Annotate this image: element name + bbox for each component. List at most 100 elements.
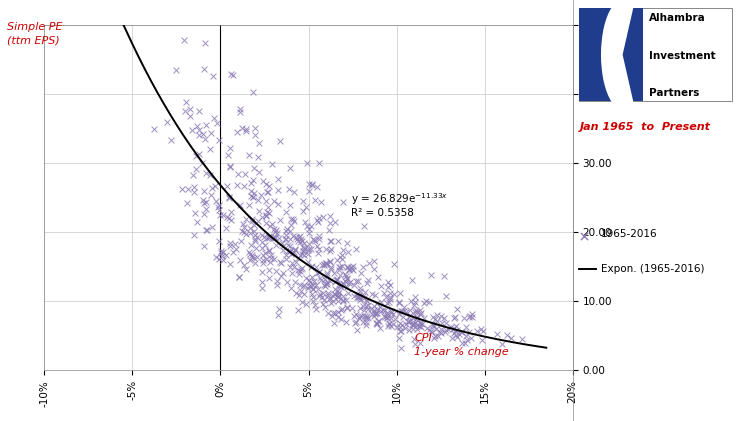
Point xyxy=(148,125,160,132)
Point xyxy=(161,118,173,125)
Point xyxy=(380,294,392,301)
Point xyxy=(288,188,300,195)
Point xyxy=(299,246,310,253)
Point xyxy=(381,312,393,319)
Point xyxy=(430,325,442,332)
Point xyxy=(359,288,371,295)
Point xyxy=(234,274,245,280)
Point xyxy=(354,312,366,319)
Point xyxy=(360,297,372,304)
Point xyxy=(307,298,319,305)
Point xyxy=(264,258,276,265)
Point xyxy=(312,286,324,293)
Point xyxy=(205,184,217,191)
Point xyxy=(316,294,327,301)
Point xyxy=(320,281,332,288)
Point xyxy=(200,40,211,47)
Point xyxy=(200,226,212,233)
Point xyxy=(246,216,258,223)
Point xyxy=(313,160,325,166)
Point xyxy=(264,210,276,217)
Point xyxy=(450,331,462,338)
Point xyxy=(334,254,346,261)
Point xyxy=(341,284,353,291)
Point xyxy=(425,327,437,334)
Point xyxy=(238,261,250,268)
Point xyxy=(304,181,316,187)
Point xyxy=(372,318,384,325)
Point xyxy=(358,223,370,229)
Point xyxy=(385,310,397,317)
Point xyxy=(290,247,302,253)
Point xyxy=(360,303,372,310)
Point xyxy=(502,331,514,338)
Point xyxy=(245,218,257,225)
Point xyxy=(304,223,316,229)
Point xyxy=(257,260,269,266)
Point xyxy=(252,217,264,224)
Point xyxy=(231,129,243,136)
Point xyxy=(304,225,316,232)
Point xyxy=(339,271,351,277)
Point xyxy=(371,306,383,313)
Point xyxy=(285,221,297,228)
Point xyxy=(258,234,270,241)
Point xyxy=(418,300,430,306)
Point xyxy=(269,234,281,241)
Point xyxy=(324,277,336,284)
Point xyxy=(213,201,225,208)
Point xyxy=(336,263,348,270)
Point xyxy=(348,292,360,299)
Point xyxy=(354,288,366,295)
Point xyxy=(325,246,337,253)
Point xyxy=(448,324,460,331)
Point xyxy=(262,248,274,254)
Point xyxy=(477,328,488,335)
Point xyxy=(411,316,423,322)
Point xyxy=(363,301,375,308)
Point xyxy=(306,291,318,298)
Point xyxy=(287,264,299,271)
Point xyxy=(176,186,188,192)
Point xyxy=(407,314,419,321)
Point xyxy=(579,232,590,239)
Point xyxy=(284,202,296,209)
Point xyxy=(291,235,303,242)
Point xyxy=(428,322,440,329)
Point xyxy=(386,308,398,314)
Point xyxy=(247,177,259,184)
Point xyxy=(415,309,427,316)
Point xyxy=(189,14,201,21)
Point xyxy=(401,319,413,325)
Point xyxy=(332,292,344,299)
Point xyxy=(338,297,350,304)
Point xyxy=(300,274,312,281)
Text: 1965-2016: 1965-2016 xyxy=(601,229,658,239)
Point xyxy=(273,217,285,224)
Point xyxy=(329,319,341,326)
Point xyxy=(293,232,305,239)
Point xyxy=(496,341,508,348)
Point xyxy=(268,226,280,232)
Point xyxy=(185,113,197,120)
Point xyxy=(333,298,344,305)
Point xyxy=(325,264,337,270)
Point xyxy=(297,248,309,254)
Point xyxy=(361,280,373,286)
Point xyxy=(344,263,356,270)
Point xyxy=(451,327,463,333)
Point xyxy=(240,265,252,272)
Point xyxy=(292,267,304,274)
Point xyxy=(400,321,412,328)
Point xyxy=(333,313,344,320)
Point xyxy=(371,300,383,307)
Point xyxy=(253,197,265,204)
Point xyxy=(335,316,347,322)
Point xyxy=(214,207,225,214)
Point xyxy=(296,299,308,306)
Point xyxy=(293,271,305,277)
Point xyxy=(183,186,194,193)
Point xyxy=(277,269,289,276)
Point xyxy=(327,293,338,299)
Point xyxy=(272,200,284,207)
